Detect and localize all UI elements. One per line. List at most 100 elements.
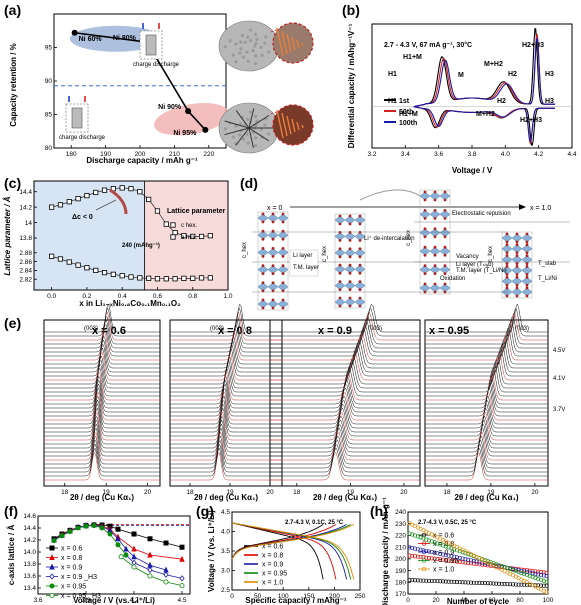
lattice-2-d-oxygen <box>358 288 362 291</box>
c-hex-marker <box>146 196 152 203</box>
xaxis-g-tick-label: 250 <box>355 593 366 600</box>
legend-marker-a-hex <box>170 234 176 240</box>
cycle-marker-h <box>485 581 490 586</box>
a-hex-marker <box>181 275 187 281</box>
xrd-pattern-e <box>425 415 548 445</box>
series-marker-f <box>147 566 153 574</box>
particle-cracked-a-grain <box>267 132 271 136</box>
cycle-marker-h <box>471 561 476 566</box>
xaxis-f-tick-label: 4.2 <box>129 597 138 604</box>
plot-frame-c <box>33 180 229 291</box>
cycle-marker-h <box>407 553 412 558</box>
lattice-3-d-oxygen <box>433 264 437 267</box>
label-li-layer-t-d: Li layer (Tₛₗₐb) <box>456 262 493 268</box>
xrd-pattern-e <box>44 324 160 353</box>
xrd-pattern-e <box>270 340 420 369</box>
xrd-pattern-e <box>270 355 420 385</box>
cycle-marker-h <box>519 570 524 575</box>
lattice-2-d-oxygen <box>358 263 362 267</box>
series-marker-f <box>179 555 185 562</box>
particle-intact-a-grain <box>264 35 268 39</box>
lattice-4-d-oxygen <box>505 265 509 268</box>
legend-box-d <box>289 249 319 277</box>
series-marker-f <box>59 533 65 539</box>
a-hex-marker <box>137 275 143 281</box>
xrd-pattern-e <box>170 443 282 473</box>
lattice-2-d-oxygen <box>348 214 352 218</box>
lattice-1-d-oxygen <box>261 306 265 310</box>
series-marker-f <box>179 544 185 550</box>
a-hex-marker <box>190 275 196 281</box>
xrd-pattern-e <box>170 344 282 373</box>
cycle-marker-h <box>446 558 451 563</box>
particle-intact-a-grain <box>255 37 259 41</box>
lattice-3-d-oxygen <box>443 282 447 286</box>
xaxis-f-tick-label: 3.9 <box>81 597 90 604</box>
label-oxidation-d: Oxidation <box>440 276 465 282</box>
xrd-pattern-e <box>425 427 548 457</box>
cell-bottom-a-charge: charge <box>59 135 78 141</box>
series-marker-f <box>147 561 153 568</box>
yaxis-f-tick-label: 14.4 <box>23 525 36 532</box>
series-marker-f <box>147 536 153 542</box>
particle-intact-a-grain <box>267 50 271 54</box>
legend-label-b: 1st <box>399 98 410 105</box>
lattice-4-d-oxygen <box>525 265 529 268</box>
legend-label-f: x = 0.95 _H3 <box>61 593 101 600</box>
cycle-marker-h <box>418 554 423 559</box>
lattice-2-d-oxygen <box>348 255 352 259</box>
xrd-pattern-e <box>425 307 548 337</box>
xaxis-label-h: Number of cycle <box>447 597 510 605</box>
xrd-pattern-e <box>44 439 160 469</box>
xrd-pattern-e <box>44 383 160 413</box>
particle-intact-a-grain <box>254 54 258 58</box>
a-hex-marker <box>163 276 169 282</box>
xrd-pattern-e <box>270 348 420 377</box>
voltage-label-e: 4.1V <box>553 376 565 382</box>
lattice-2-d-oxygen <box>358 280 362 283</box>
xrd-pattern-e <box>170 347 282 377</box>
peak-label-b: H1 <box>388 98 397 105</box>
lattice-4-d-oxygen <box>525 273 529 276</box>
label-repulsion-d: Electrostatic repulsion <box>452 211 511 217</box>
series-marker-f <box>115 526 121 532</box>
particle-cracked-a-crack <box>235 127 250 146</box>
xrd-pattern-e <box>425 435 548 465</box>
label-chex-d: c_hex <box>322 246 328 262</box>
series-line-f <box>53 525 127 556</box>
xrd-pattern-e <box>170 391 282 421</box>
cycle-marker-h <box>463 557 468 562</box>
yaxis-c-hex-tick-label: 14.4 <box>19 189 32 196</box>
legend-label-c-hex: c hex. <box>181 223 197 229</box>
xrd-pattern-e <box>425 447 548 477</box>
xaxis-a-tick-label: 190 <box>100 151 111 158</box>
series-marker-f <box>179 575 185 582</box>
cycle-marker-h <box>463 551 468 556</box>
particle-intact-a-grain <box>239 40 243 44</box>
lattice-3-d-oxygen <box>433 282 437 286</box>
cycle-marker-h <box>432 579 437 584</box>
particle-intact-a-grain <box>246 59 250 63</box>
yaxis-g-tick-label: 3.0 <box>221 568 230 575</box>
lattice-3-d-box <box>419 189 451 295</box>
lattice-2-d-oxygen <box>338 271 342 275</box>
lattice-3-d-oxygen <box>433 198 437 202</box>
a-hex-marker <box>146 275 152 281</box>
a-hex-marker <box>93 267 99 274</box>
particle-cracked-a-zoom-crack <box>291 118 296 133</box>
xaxis-g-tick-label: 150 <box>303 593 314 600</box>
xaxis-label-e: 2θ / deg (Cu Kα₁) <box>313 493 377 502</box>
yaxis-h-tick-label: 170 <box>395 591 406 598</box>
lattice-1-d-oxygen <box>261 264 265 267</box>
lattice-2-d-oxygen <box>348 271 352 275</box>
legend-label-h: x = 0.8 <box>433 541 454 548</box>
cycle-marker-h <box>508 567 513 572</box>
cycle-marker-h <box>541 578 546 583</box>
a-hex-marker <box>207 275 213 281</box>
cycle-marker-h <box>485 559 490 564</box>
lattice-3-d-oxygen <box>423 217 427 220</box>
cycle-marker-h <box>533 575 538 580</box>
lattice-1-d-oxygen <box>271 220 275 224</box>
xaxis-label-b: Voltage / V <box>452 166 493 175</box>
cycle-marker-h <box>407 545 412 550</box>
